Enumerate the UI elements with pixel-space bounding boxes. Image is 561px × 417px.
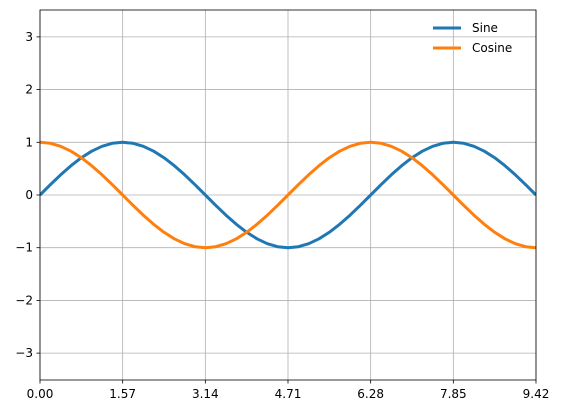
y-tick-label: 1 <box>25 135 33 149</box>
y-tick-label: −1 <box>15 241 33 255</box>
line-series <box>40 140 536 250</box>
legend-label: Sine <box>472 21 498 35</box>
plot-frame <box>39 9 537 381</box>
x-tick-label: 7.85 <box>440 387 467 401</box>
y-tick-label: 3 <box>25 30 33 44</box>
x-tick-label: 1.57 <box>109 387 136 401</box>
x-tick-label: 3.14 <box>192 387 219 401</box>
x-tick-label: 0.00 <box>27 387 54 401</box>
line-series <box>40 140 536 250</box>
y-tick-label: 0 <box>25 188 33 202</box>
legend-label: Cosine <box>472 41 512 55</box>
x-tick-label: 4.71 <box>275 387 302 401</box>
x-tick-label: 6.28 <box>357 387 384 401</box>
x-tick-label: 9.42 <box>523 387 550 401</box>
y-tick-label: 2 <box>25 83 33 97</box>
y-tick-label: −2 <box>15 293 33 307</box>
y-tick-label: −3 <box>15 346 33 360</box>
